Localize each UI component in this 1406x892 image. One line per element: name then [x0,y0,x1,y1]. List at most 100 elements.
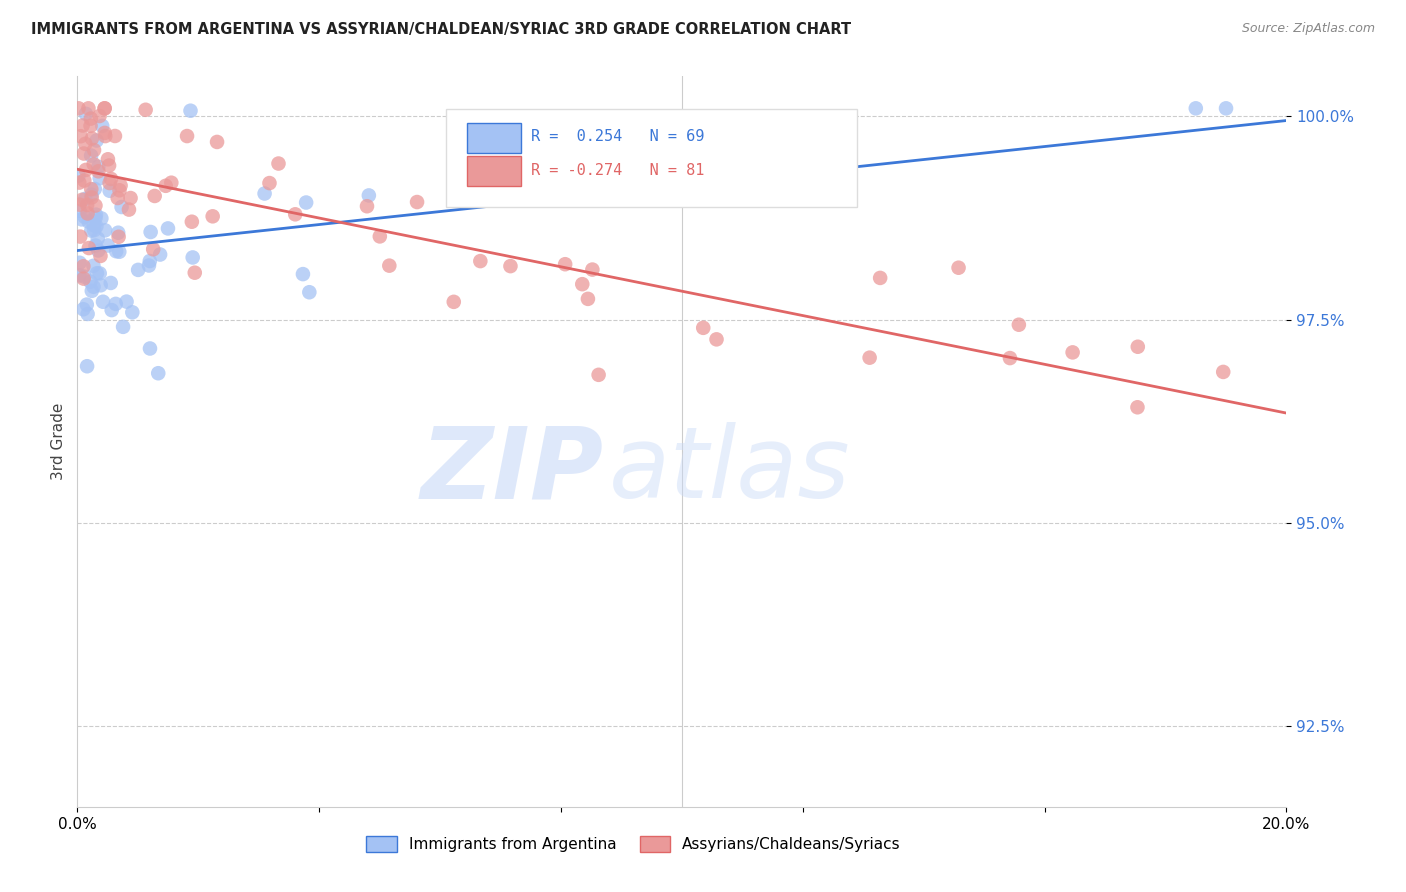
Point [87,244,110,258]
Point [612,189,634,203]
Point [89,109,111,123]
Point [120,191,142,205]
Text: R = -0.274   N = 81: R = -0.274 N = 81 [531,163,704,178]
Point [94,223,117,237]
Point [69,256,91,270]
Point [83,157,105,171]
Point [149,247,172,261]
Point [998,351,1021,365]
Point [69,203,91,218]
Point [100,303,122,318]
Point [554,257,576,271]
Point [142,242,165,256]
Point [1126,340,1149,354]
Point [83,182,105,196]
Point [1126,401,1149,415]
Point [253,186,276,201]
Point [139,254,162,268]
Point [77,241,100,255]
Legend: Immigrants from Argentina, Assyrians/Chaldeans/Syriacs: Immigrants from Argentina, Assyrians/Cha… [360,830,907,858]
Point [75,162,97,177]
Point [69,129,91,144]
Point [706,332,728,346]
Point [82,259,104,273]
Point [107,226,129,240]
Point [406,194,429,209]
Point [87,231,110,245]
Point [67,101,90,115]
Point [284,207,307,221]
Point [948,260,970,275]
Point [72,302,94,317]
Point [76,206,98,220]
Point [79,275,101,289]
Point [98,176,121,190]
Point [67,268,90,283]
Point [72,271,94,285]
Point [83,223,105,237]
Point [121,305,143,319]
Point [86,219,108,234]
Point [184,266,207,280]
Point [98,184,121,198]
Point [93,101,115,115]
Point [90,211,112,226]
Point [110,200,132,214]
Point [79,119,101,133]
Point [76,297,98,311]
Point [91,119,114,133]
Point [298,285,321,300]
Point [72,119,94,133]
Point [67,176,90,190]
Point [80,187,103,202]
Point [76,359,98,374]
Point [69,197,91,211]
Point [100,172,122,186]
Point [84,208,107,222]
Point [87,160,110,174]
Point [468,172,491,186]
Point [73,146,96,161]
Y-axis label: 3rd Grade: 3rd Grade [51,403,66,480]
Point [138,259,160,273]
Point [105,244,128,259]
Point [93,126,115,140]
Point [89,249,111,263]
Point [156,221,179,235]
Point [98,159,121,173]
Point [70,212,93,227]
Point [180,215,202,229]
Point [86,266,108,280]
Point [259,176,281,190]
Point [73,173,96,187]
Point [108,244,131,259]
Point [135,103,157,117]
Point [94,129,117,144]
Point [1184,101,1206,115]
Point [368,229,391,244]
Point [139,225,162,239]
Text: R =  0.254   N = 69: R = 0.254 N = 69 [531,129,704,144]
Point [588,368,610,382]
Point [70,193,93,207]
Text: ZIP: ZIP [420,422,603,519]
Point [73,210,96,224]
Point [499,259,522,273]
Point [104,128,127,143]
Point [104,297,127,311]
Point [201,210,224,224]
Point [80,284,103,298]
Point [205,135,228,149]
Point [115,294,138,309]
Point [80,182,103,196]
Point [291,267,314,281]
Point [80,148,103,162]
Point [127,263,149,277]
Point [97,153,120,167]
Point [1008,318,1031,332]
Point [100,276,122,290]
Point [295,195,318,210]
Point [87,164,110,178]
Point [176,129,198,144]
Point [97,238,120,252]
